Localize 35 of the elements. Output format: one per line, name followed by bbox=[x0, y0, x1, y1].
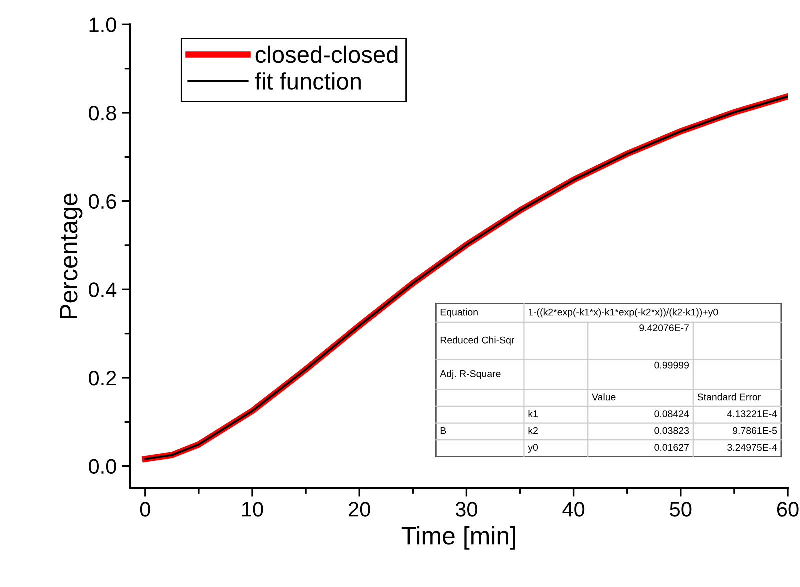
annotation: y0 bbox=[528, 444, 538, 453]
annotation: 9.7861E-5 bbox=[733, 427, 778, 434]
annotation: 9.42076E-7 bbox=[640, 324, 689, 332]
x-tick-label: 10 bbox=[242, 502, 264, 517]
annotation: 1-((k2*exp(-k1*x)-k1*exp(-k2*x))/(k2-k1))+y0 bbox=[528, 308, 718, 318]
x-axis-title: Time [min] bbox=[402, 526, 516, 550]
x-tick-label: 50 bbox=[670, 502, 692, 517]
annotation: 0.08424 bbox=[654, 410, 690, 418]
y-tick-label: 0.0 bbox=[89, 459, 116, 474]
y-tick-label: 0.8 bbox=[89, 106, 116, 121]
annotation: 0.01627 bbox=[654, 444, 689, 452]
annotation: 0.99999 bbox=[654, 362, 689, 369]
legend-label: fit function bbox=[255, 72, 361, 90]
y-tick-label: 1.0 bbox=[90, 18, 116, 32]
annotation: k1 bbox=[528, 410, 538, 418]
annotation: 0.03823 bbox=[654, 427, 690, 434]
annotation: 3.24975E-4 bbox=[728, 444, 778, 452]
annotation: 4.13221E-4 bbox=[727, 410, 778, 418]
annotation: Adj. R-Square bbox=[440, 370, 501, 380]
y-tick-label: 0.6 bbox=[89, 194, 116, 210]
annotation: Equation bbox=[440, 308, 478, 318]
x-tick-label: 30 bbox=[456, 502, 478, 517]
legend-label: closed-closed bbox=[256, 46, 398, 64]
annotation: Standard Error bbox=[698, 394, 761, 401]
annotation: Reduced Chi-Sqr bbox=[440, 336, 515, 346]
x-tick-label: 0 bbox=[140, 502, 150, 517]
x-tick-label: 40 bbox=[562, 502, 585, 517]
annotation: B bbox=[440, 427, 446, 434]
annotation: Value bbox=[592, 394, 616, 401]
x-tick-label: 60 bbox=[777, 502, 799, 517]
y-axis-title: Percentage bbox=[60, 194, 83, 318]
y-tick-label: 0.2 bbox=[89, 370, 116, 386]
annotation: k2 bbox=[528, 427, 538, 434]
y-tick-label: 0.4 bbox=[89, 282, 117, 298]
x-tick-label: 20 bbox=[349, 502, 370, 517]
